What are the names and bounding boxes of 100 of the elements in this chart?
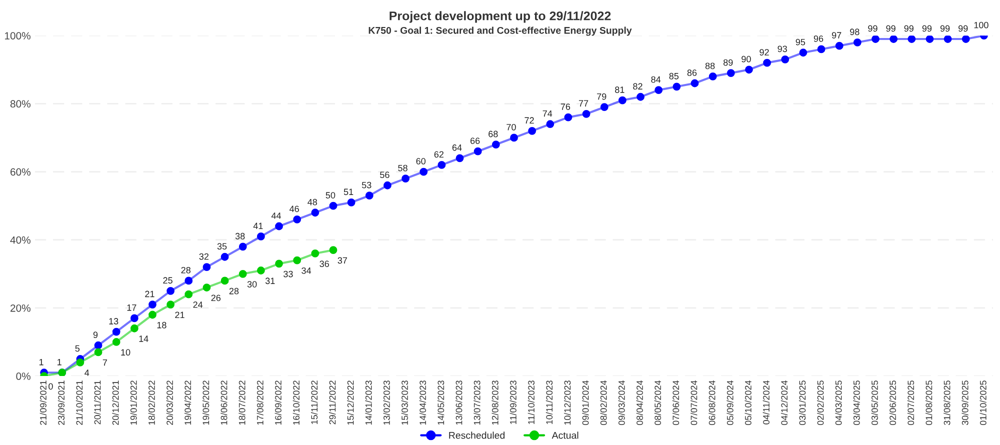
- x-tick-label: 21/10/2021: [76, 380, 83, 425]
- x-tick-label: 01/10/2025: [980, 380, 986, 426]
- x-tick-label: 02/06/2025: [889, 380, 896, 426]
- data-label: 81: [615, 86, 624, 93]
- data-label: 38: [235, 232, 245, 240]
- data-label: 100: [974, 22, 988, 28]
- data-label: 99: [886, 25, 896, 32]
- data-label: 26: [211, 294, 221, 302]
- data-label: 70: [506, 124, 516, 130]
- data-label: 35: [217, 243, 227, 250]
- data-label: 9: [93, 332, 98, 338]
- x-tick-label: 02/02/2025: [817, 380, 824, 426]
- data-label: 37: [338, 257, 347, 264]
- y-tick-label: 40%: [10, 236, 30, 244]
- x-tick-label: 13/02/2023: [383, 380, 390, 425]
- data-label: 72: [524, 117, 534, 124]
- data-label: 31: [265, 278, 275, 284]
- x-tick-label: 04/03/2025: [835, 380, 842, 426]
- x-tick-label: 06/08/2024: [708, 380, 716, 426]
- x-tick-label: 14/04/2023: [419, 380, 426, 425]
- data-label: 30: [247, 281, 257, 288]
- x-tick-label: 10/12/2023: [564, 380, 571, 425]
- x-tick-label: 03/01/2025: [799, 380, 806, 426]
- x-tick-label: 20/12/2021: [112, 380, 119, 425]
- data-label: 41: [253, 222, 263, 230]
- x-tick-label: 20/11/2021: [94, 380, 101, 424]
- data-label: 5: [75, 345, 80, 352]
- y-tick-label: 0%: [16, 372, 30, 380]
- x-tick-label: 03/05/2025: [871, 380, 878, 426]
- data-label: 89: [724, 59, 733, 66]
- data-label: 21: [145, 290, 154, 298]
- x-tick-label: 10/11/2023: [546, 380, 553, 424]
- x-tick-label: 29/11/2022: [329, 380, 336, 424]
- data-label: 99: [922, 25, 932, 32]
- y-tick-label: 20%: [10, 304, 30, 312]
- x-tick-label: 15/12/2022: [347, 380, 354, 425]
- x-tick-label: 12/08/2023: [492, 380, 498, 425]
- x-tick-label: 14/01/2023: [365, 380, 372, 425]
- data-label: 10: [121, 349, 130, 356]
- x-tick-label: 09/01/2024: [582, 380, 589, 426]
- x-tick-label: 30/09/2025: [962, 380, 968, 426]
- data-label: 68: [488, 130, 498, 138]
- x-tick-label: 16/09/2022: [274, 380, 282, 425]
- data-label: 84: [651, 76, 661, 83]
- data-label: 74: [542, 110, 552, 117]
- data-label: 88: [705, 62, 715, 70]
- data-label: 24: [193, 302, 203, 308]
- data-label: 14: [139, 336, 148, 342]
- x-tick-label: 05/10/2024: [744, 380, 752, 426]
- x-tick-label: 03/04/2025: [853, 380, 860, 426]
- data-label: 58: [398, 164, 408, 172]
- data-label: 13: [109, 318, 118, 324]
- x-tick-label: 11/09/2023: [510, 380, 516, 424]
- data-label: 48: [308, 198, 318, 206]
- x-tick-label: 19/04/2022: [184, 380, 192, 425]
- data-label: 82: [633, 83, 642, 90]
- x-tick-label: 17/08/2022: [256, 380, 264, 425]
- x-tick-label: 05/09/2024: [726, 380, 734, 426]
- data-label: 53: [362, 182, 372, 188]
- x-tick-label: 15/11/2022: [310, 380, 318, 424]
- data-label: 99: [904, 25, 914, 32]
- data-label: 97: [832, 32, 842, 38]
- data-label: 95: [796, 38, 806, 46]
- data-label: 99: [868, 25, 878, 32]
- data-label: 21: [175, 312, 184, 318]
- x-tick-label: 15/03/2023: [401, 380, 408, 425]
- x-tick-label: 11/10/2023: [528, 380, 534, 424]
- data-label: 17: [127, 304, 136, 311]
- x-tick-label: 21/09/2021: [40, 380, 46, 425]
- y-tick-label: 60%: [10, 168, 30, 176]
- x-tick-label: 09/03/2024: [618, 380, 625, 426]
- x-tick-label: 13/06/2023: [456, 380, 462, 425]
- data-label: 99: [958, 25, 968, 32]
- x-tick-label: 18/06/2022: [220, 380, 228, 425]
- x-tick-label: 08/02/2024: [600, 380, 607, 426]
- data-label: 77: [578, 100, 588, 106]
- data-label: 66: [470, 138, 480, 144]
- x-tick-label: 14/05/2023: [437, 380, 444, 425]
- data-label: 92: [760, 49, 769, 56]
- x-tick-label: 04/12/2024: [780, 380, 788, 426]
- data-label: 64: [452, 144, 462, 151]
- data-label: 46: [290, 206, 299, 212]
- x-tick-label: 07/06/2024: [672, 380, 680, 426]
- data-label: 25: [163, 277, 172, 284]
- x-tick-label: 02/07/2025: [907, 380, 914, 426]
- x-tick-label: 19/01/2022: [130, 380, 137, 425]
- data-label: 28: [181, 266, 190, 274]
- x-tick-label: 13/07/2023: [474, 380, 480, 425]
- data-label: 7: [102, 359, 107, 366]
- legend-label: Actual: [552, 432, 578, 439]
- y-tick-label: 100%: [4, 32, 30, 40]
- x-tick-label: 19/05/2022: [202, 380, 210, 425]
- x-tick-label: 04/11/2024: [762, 380, 770, 424]
- data-label: 56: [380, 172, 390, 178]
- data-label: 28: [229, 288, 239, 294]
- data-label: 36: [320, 260, 329, 268]
- data-label: 1: [58, 358, 62, 366]
- x-tick-label: 23/09/2021: [58, 380, 65, 425]
- data-label: 93: [778, 46, 787, 52]
- data-label: 0: [48, 383, 53, 390]
